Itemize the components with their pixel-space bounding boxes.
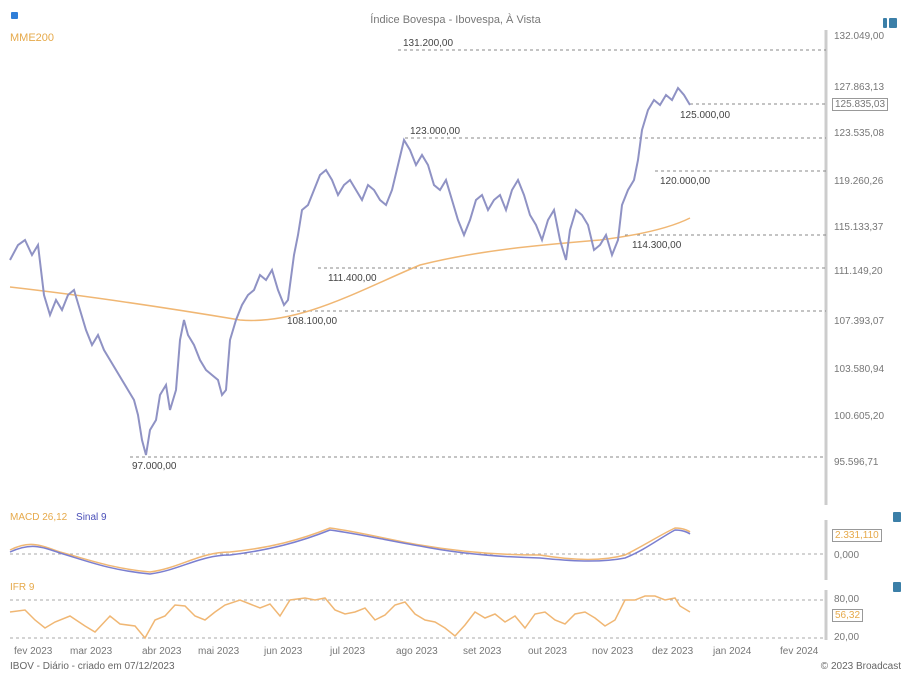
macd-zero-label: 0,000 xyxy=(834,550,860,561)
level-label: 120.000,00 xyxy=(660,176,711,187)
ifr-config-icon[interactable] xyxy=(893,582,901,592)
level-label: 125.000,00 xyxy=(680,110,731,121)
y-tick: 119.260,26 xyxy=(834,176,884,187)
x-tick: out 2023 xyxy=(528,646,567,657)
y-tick: 123.535,08 xyxy=(834,128,885,139)
ifr-last-value: 56,32 xyxy=(832,609,864,622)
x-tick: jan 2024 xyxy=(713,646,752,657)
macd-config-icon[interactable] xyxy=(893,512,901,522)
chart-footer-info: IBOV - Diário - criado em 07/12/2023 xyxy=(10,661,175,672)
x-tick: fev 2023 xyxy=(14,646,53,657)
y-tick: 111.149,20 xyxy=(834,266,883,277)
pin-icon[interactable] xyxy=(11,12,18,19)
y-tick: 132.049,00 xyxy=(834,31,885,42)
x-tick: jun 2023 xyxy=(264,646,303,657)
x-tick: nov 2023 xyxy=(592,646,634,657)
y-tick: 127.863,13 xyxy=(834,82,885,93)
macd-legend: MACD 26,12 xyxy=(10,512,68,523)
ifr-lower-label: 20,00 xyxy=(834,632,860,643)
x-tick: mai 2023 xyxy=(198,646,240,657)
mme-legend: MME200 xyxy=(10,32,55,44)
level-label: 108.100,00 xyxy=(287,316,338,327)
level-label: 114.300,00 xyxy=(632,240,682,251)
chart-title: Índice Bovespa - Ibovespa, À Vista xyxy=(370,14,541,26)
x-tick: ago 2023 xyxy=(396,646,438,657)
signal-legend: Sinal 9 xyxy=(76,512,107,523)
panel-config-icon[interactable] xyxy=(889,18,897,28)
y-tick: 103.580,94 xyxy=(834,364,885,375)
x-tick: fev 2024 xyxy=(780,646,819,657)
level-label: 97.000,00 xyxy=(132,461,177,472)
last-price-marker: 125.835,03 xyxy=(832,98,889,111)
x-tick: jul 2023 xyxy=(330,646,366,657)
x-tick: mar 2023 xyxy=(70,646,113,657)
y-tick: 100.605,20 xyxy=(834,411,885,422)
ifr-upper-label: 80,00 xyxy=(834,594,860,605)
macd-last-value: 2.331,110 xyxy=(832,529,882,542)
y-tick: 107.393,07 xyxy=(834,316,885,327)
x-tick: dez 2023 xyxy=(652,646,694,657)
level-label: 111.400,00 xyxy=(328,273,377,284)
copyright: © 2023 Broadcast xyxy=(820,661,901,672)
ifr-legend: IFR 9 xyxy=(10,582,35,593)
info-icon[interactable] xyxy=(883,18,887,28)
y-tick: 95.596,71 xyxy=(834,457,879,468)
y-tick: 115.133,37 xyxy=(834,222,884,233)
x-tick: set 2023 xyxy=(463,646,502,657)
level-label: 131.200,00 xyxy=(403,38,454,49)
x-tick: abr 2023 xyxy=(142,646,182,657)
level-label: 123.000,00 xyxy=(410,126,461,137)
